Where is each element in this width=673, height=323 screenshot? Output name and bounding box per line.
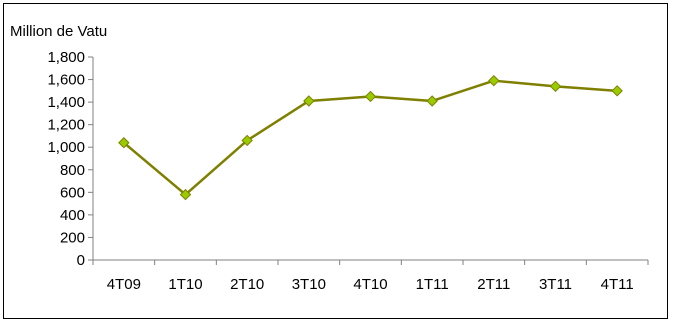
y-tick-label: 1,400 [47,94,85,111]
series-layer [118,74,623,201]
x-tick-label: 2T11 [477,276,510,293]
y-tick-label: 1,200 [47,117,85,134]
data-point-marker [241,134,253,147]
x-tick-label: 3T11 [539,276,572,293]
data-point-marker [364,90,377,103]
data-point-marker [426,95,438,107]
chart-frame [3,3,668,319]
y-axis: 0 200 400 600 800 1,000 1,200 1,400 1,600 1,800 [47,49,94,269]
y-tick-label: 0 [77,252,85,269]
y-tick-label: 200 [60,229,85,246]
x-tick-label: 4T09 [107,276,141,293]
y-tick-label: 800 [60,162,85,179]
y-tick-label: 1,600 [47,72,85,89]
y-tick-label: 600 [60,184,85,201]
x-tick-label: 4T11 [601,276,634,293]
data-point-marker [303,95,315,107]
data-point-marker [549,80,562,93]
data-point-marker [118,137,130,149]
data-point-marker [488,74,500,87]
x-axis: 4T09 1T10 2T10 3T10 4T10 1T11 2T11 3T11 4T11 [92,259,649,293]
x-tick-label: 1T11 [416,276,449,293]
y-tick-label: 1,800 [47,49,85,66]
x-tick-label: 1T10 [168,276,202,293]
y-tick-label: 1,000 [47,139,85,156]
data-point-marker [611,85,623,97]
x-tick-label: 3T10 [292,276,326,293]
y-axis-label: Million de Vatu [10,23,107,40]
y-tick-label: 400 [60,207,85,224]
data-point-marker [179,188,192,201]
x-tick-label: 4T10 [353,276,387,293]
x-tick-label: 2T10 [230,276,264,293]
